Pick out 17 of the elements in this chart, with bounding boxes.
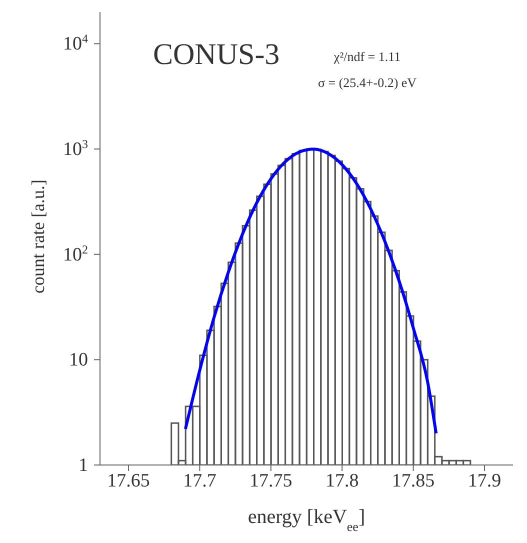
y-axis-title: count rate [a.u.] [28, 180, 48, 294]
y-tick-label: 1 [78, 455, 88, 476]
y-tick-label: 10$^{4}$ [63, 32, 88, 55]
line-series [184, 148, 438, 435]
x-tick-label: 17.85 [392, 470, 435, 492]
x-tick-label: 17.9 [468, 470, 502, 492]
x-tick-label: 17.75 [250, 470, 292, 492]
y-tick-label: 10 [69, 350, 88, 371]
annotation: χ²/ndf = 1.11 [332, 48, 402, 66]
y-tick-label: 10$^{2}$ [63, 242, 88, 266]
annotation: CONUS-3 [153, 38, 280, 72]
annotation: σ = (25.4+-0.2) eV [318, 74, 417, 92]
x-axis-title: energy [keV$_{ee}$] [248, 506, 366, 534]
x-tick-label: 17.7 [183, 470, 216, 492]
x-tick-label: 17.65 [107, 470, 150, 492]
x-tick-label: 17.8 [325, 470, 359, 492]
y-tick-label: 10$^{3}$ [63, 137, 88, 160]
